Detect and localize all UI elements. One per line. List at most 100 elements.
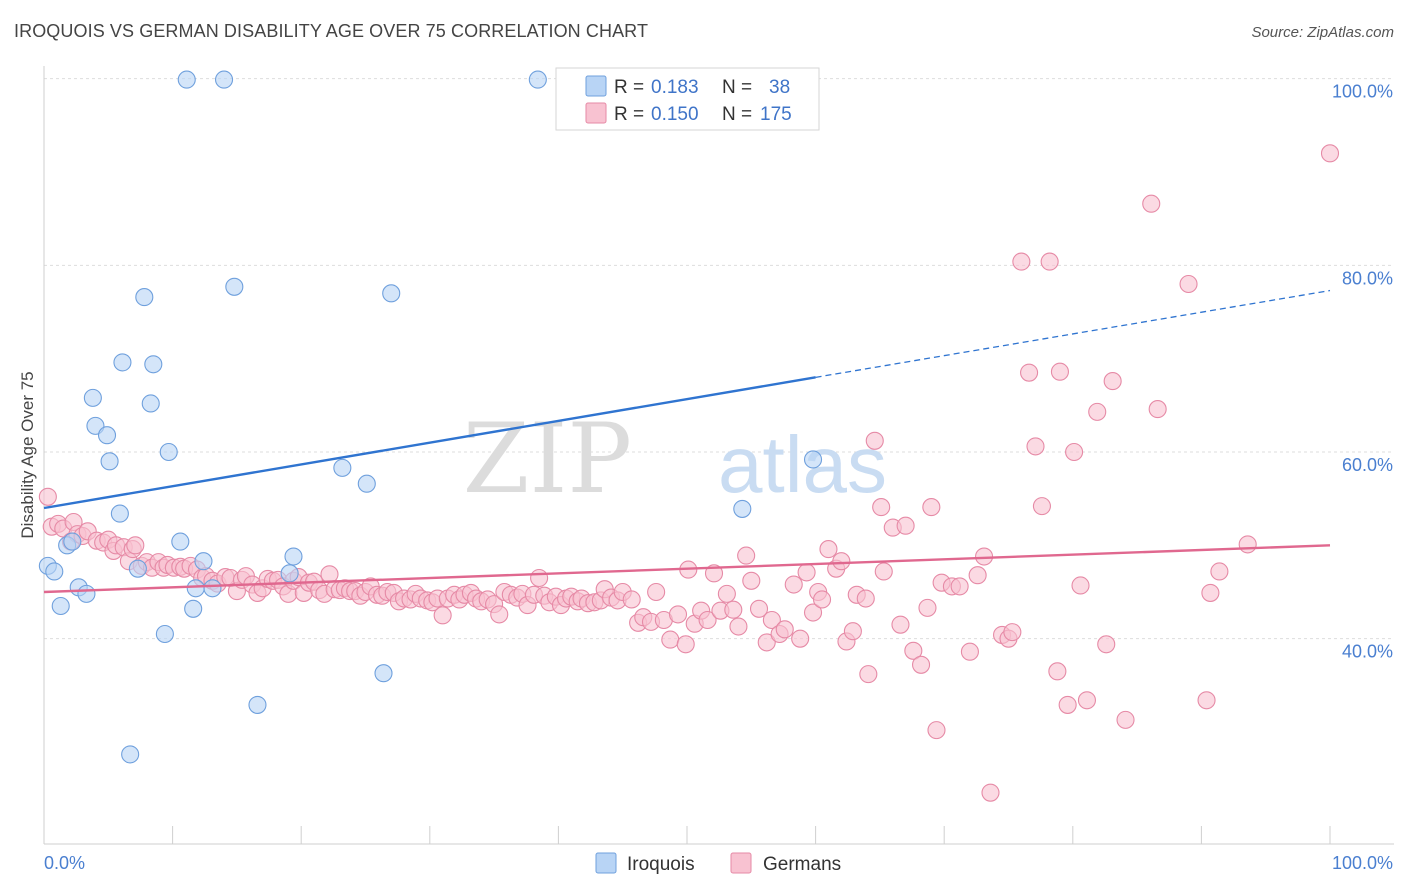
data-point-germans xyxy=(762,610,781,630)
data-point-germans xyxy=(698,610,717,630)
x-tick-label-max: 100.0% xyxy=(1332,853,1393,873)
chart-title: IROQUOIS VS GERMAN DISABILITY AGE OVER 7… xyxy=(14,21,649,41)
data-point-germans xyxy=(749,599,769,618)
stats-swatch-iroquois xyxy=(585,75,607,97)
stats-r-value-germans: 0.150 xyxy=(651,104,699,125)
stats-r-value-iroquois: 0.183 xyxy=(651,77,699,98)
watermark: ZIP atlas xyxy=(463,403,887,515)
data-point-germans xyxy=(1201,583,1220,602)
data-point-germans xyxy=(737,546,756,565)
data-point-germans xyxy=(803,603,823,622)
data-point-iroquois xyxy=(382,284,401,303)
data-point-germans xyxy=(704,564,724,583)
data-point-germans xyxy=(960,642,979,661)
data-point-germans xyxy=(622,590,641,609)
data-point-iroquois xyxy=(248,695,267,714)
data-point-germans xyxy=(819,540,838,559)
watermark-zip: ZIP xyxy=(463,403,632,515)
data-point-iroquois xyxy=(733,499,752,518)
data-point-iroquois xyxy=(45,562,64,581)
data-point-germans xyxy=(968,566,987,585)
y-axis-label: Disability Age Over 75 xyxy=(18,371,37,538)
data-point-germans xyxy=(1088,402,1107,421)
data-point-iroquois xyxy=(186,579,205,598)
data-point-germans xyxy=(1179,274,1198,294)
x-tick-label-min: 0.0% xyxy=(44,853,85,873)
data-point-germans xyxy=(981,783,1000,802)
data-point-germans xyxy=(797,563,816,582)
data-point-iroquois xyxy=(155,624,174,644)
data-point-germans xyxy=(676,635,695,654)
data-point-germans xyxy=(912,655,931,674)
legend-swatch-iroquois[interactable] xyxy=(595,852,617,874)
data-point-iroquois xyxy=(51,596,70,616)
data-point-iroquois xyxy=(184,599,203,618)
data-point-germans xyxy=(717,584,736,603)
data-point-germans xyxy=(1071,576,1090,595)
data-point-iroquois xyxy=(141,394,160,413)
data-point-germans xyxy=(812,590,832,609)
y-tick-label-40: 40.0% xyxy=(1342,642,1393,662)
watermark-atlas: atlas xyxy=(718,420,887,509)
data-point-germans xyxy=(647,582,666,602)
data-point-germans xyxy=(872,498,891,517)
data-point-iroquois xyxy=(803,450,823,469)
axes xyxy=(43,66,1394,845)
data-point-germans xyxy=(1197,691,1216,710)
legend-swatch-germans[interactable] xyxy=(730,852,752,874)
data-point-germans xyxy=(1210,562,1229,581)
data-point-germans xyxy=(865,431,884,450)
stats-n-label-germans: N = xyxy=(722,104,752,125)
data-point-iroquois xyxy=(113,353,132,372)
data-point-germans xyxy=(729,617,748,636)
data-point-germans xyxy=(490,605,509,624)
data-point-germans xyxy=(874,562,893,581)
data-point-germans xyxy=(1020,363,1039,382)
data-point-germans xyxy=(724,600,743,619)
data-point-germans xyxy=(1003,623,1022,642)
data-point-iroquois xyxy=(128,559,147,578)
data-point-germans xyxy=(904,641,923,660)
legend-label-iroquois[interactable]: Iroquois xyxy=(627,854,695,875)
series-iroquois-points xyxy=(38,70,823,764)
data-point-germans xyxy=(791,629,810,648)
stats-n-value-germans: 175 xyxy=(760,104,792,125)
data-point-germans xyxy=(859,665,878,684)
data-point-germans xyxy=(1012,252,1031,271)
series-germans-points xyxy=(38,144,1340,802)
data-point-germans xyxy=(661,630,680,649)
stats-r-label-iroquois: R = xyxy=(614,77,644,98)
data-point-germans xyxy=(1077,691,1096,710)
data-point-germans xyxy=(668,605,688,624)
x-tick-labels: 0.0% 100.0% xyxy=(44,853,1393,873)
data-point-iroquois xyxy=(135,288,154,307)
data-point-germans xyxy=(856,589,875,608)
y-tick-label-80: 80.0% xyxy=(1342,268,1393,288)
data-point-germans xyxy=(1238,535,1257,554)
data-point-germans xyxy=(918,598,937,617)
data-point-germans xyxy=(1048,662,1067,681)
data-point-germans xyxy=(1148,400,1167,419)
data-point-iroquois xyxy=(144,355,163,374)
data-point-germans xyxy=(775,620,794,639)
data-point-iroquois xyxy=(280,564,299,583)
data-point-germans xyxy=(1142,194,1161,213)
data-point-germans xyxy=(1103,372,1122,391)
data-point-iroquois xyxy=(528,70,547,89)
data-point-iroquois xyxy=(225,277,244,296)
data-point-iroquois xyxy=(159,442,178,462)
data-point-germans xyxy=(742,571,761,590)
data-point-iroquois xyxy=(110,504,129,523)
data-point-germans xyxy=(38,487,57,506)
data-point-germans xyxy=(922,498,941,517)
data-point-germans xyxy=(1050,362,1069,381)
legend-label-germans[interactable]: Germans xyxy=(763,854,841,875)
data-point-iroquois xyxy=(121,745,140,764)
grid-lines xyxy=(44,78,1394,640)
data-point-germans xyxy=(896,516,915,535)
data-point-germans xyxy=(530,568,549,588)
data-point-iroquois xyxy=(203,579,222,598)
stats-r-label-germans: R = xyxy=(614,104,644,125)
data-point-germans xyxy=(1026,437,1045,456)
data-point-iroquois xyxy=(97,426,117,445)
